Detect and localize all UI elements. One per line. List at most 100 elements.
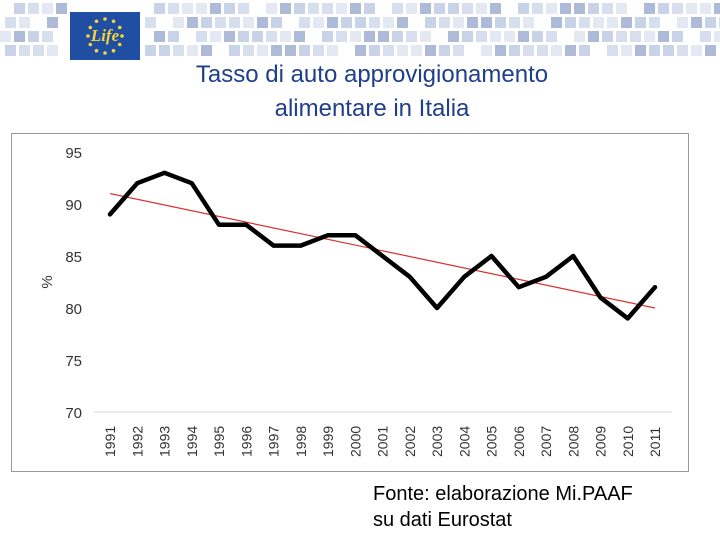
banner-tile xyxy=(621,45,632,56)
eu-star xyxy=(111,19,116,24)
data-point xyxy=(435,306,439,310)
x-tick-label: 2006 xyxy=(511,426,527,457)
trend-line xyxy=(109,193,656,309)
title-line-2: alimentare in Italia xyxy=(274,95,470,122)
banner-tile xyxy=(280,31,291,42)
banner-tile xyxy=(28,31,39,42)
banner-tile xyxy=(658,31,669,42)
data-point xyxy=(381,254,384,258)
data-point xyxy=(326,233,330,237)
banner-tile xyxy=(47,17,58,28)
banner-tile xyxy=(383,45,394,56)
banner-tile xyxy=(411,45,422,56)
x-tick-label: 1991 xyxy=(102,426,118,457)
banner-tile xyxy=(495,45,506,56)
banner-tile xyxy=(327,17,338,28)
y-tick-label: 95 xyxy=(65,145,82,162)
banner-tile xyxy=(341,17,352,28)
banner-tile xyxy=(523,45,534,56)
x-tick-label: 2010 xyxy=(620,426,636,457)
banner-tile xyxy=(168,3,179,14)
banner-tile xyxy=(476,31,487,42)
banner-tile xyxy=(238,31,249,42)
banner-tile xyxy=(266,3,277,14)
banner-tile xyxy=(607,45,618,56)
banner-tile xyxy=(168,31,179,42)
data-point xyxy=(135,181,139,185)
banner-tile xyxy=(481,17,492,28)
y-tick-label: 90 xyxy=(65,197,82,214)
banner-tile xyxy=(579,45,590,56)
banner-mosaic xyxy=(0,3,720,56)
banner-tile xyxy=(355,17,366,28)
banner-tile xyxy=(537,45,548,56)
banner-tile xyxy=(551,45,562,56)
x-tick-label: 1993 xyxy=(157,426,173,457)
x-tick-label: 2001 xyxy=(375,426,391,457)
data-point xyxy=(299,244,303,248)
data-point xyxy=(599,296,602,300)
banner-tile xyxy=(714,3,720,14)
banner-tile xyxy=(19,45,30,56)
eu-star xyxy=(86,34,90,38)
banner-tile xyxy=(434,3,445,14)
banner-tile xyxy=(700,3,711,14)
page-title: Tasso di auto approvigionamento alimenta… xyxy=(80,58,664,126)
banner-tile xyxy=(518,3,529,14)
y-tick-label: 70 xyxy=(65,405,82,422)
data-point xyxy=(190,181,194,185)
banner-tile xyxy=(448,31,459,42)
banner-tile xyxy=(602,31,613,42)
banner-tile xyxy=(453,17,464,28)
x-tick-label: 2000 xyxy=(347,426,363,457)
data-point xyxy=(353,233,357,237)
banner-tile xyxy=(635,45,646,56)
banner-tile xyxy=(201,17,212,28)
x-tick-label: 1995 xyxy=(211,426,227,457)
banner-tile xyxy=(686,3,697,14)
banner-tile xyxy=(439,17,450,28)
x-tick-label: 2008 xyxy=(565,426,581,457)
data-point xyxy=(163,171,166,175)
banner-tile xyxy=(490,3,501,14)
data-point xyxy=(571,254,575,258)
banner-tile xyxy=(476,3,487,14)
x-tick-label: 1992 xyxy=(129,426,145,457)
banner-tile xyxy=(229,17,240,28)
banner-tile xyxy=(322,3,333,14)
banner-tile xyxy=(714,31,720,42)
banner-tile xyxy=(266,31,277,42)
banner-tile xyxy=(453,45,464,56)
banner-tile xyxy=(630,31,641,42)
data-point xyxy=(462,275,466,279)
banner-tile xyxy=(397,17,408,28)
banner-tile xyxy=(5,45,16,56)
chart-frame: 95 90 85 80 75 70% 1991 1992 1993 1994 1995 1996 199… xyxy=(11,133,689,472)
y-axis-label: % xyxy=(39,275,56,288)
banner-tile xyxy=(350,3,361,14)
x-tick-label: 1996 xyxy=(238,426,254,457)
banner-tile xyxy=(14,3,25,14)
y-tick-label: 80 xyxy=(65,301,82,318)
banner-tile xyxy=(33,45,44,56)
banner-tile xyxy=(523,17,534,28)
banner-tile xyxy=(420,3,431,14)
banner-tile xyxy=(392,3,403,14)
data-point xyxy=(653,285,657,289)
data-point xyxy=(544,275,548,279)
banner-tile xyxy=(490,31,501,42)
banner-tile xyxy=(280,3,291,14)
x-tick-label: 2003 xyxy=(429,426,445,457)
banner-tile xyxy=(14,31,25,42)
banner-tile xyxy=(243,17,254,28)
line-chart: 95 90 85 80 75 70% 1991 1992 1993 1994 1995 1996 199… xyxy=(39,145,672,457)
banner-tile xyxy=(448,3,459,14)
data-point xyxy=(217,223,221,227)
banner-tile xyxy=(649,17,660,28)
x-tick-label: 2004 xyxy=(456,426,472,457)
banner-tile xyxy=(369,17,380,28)
banner-tile xyxy=(257,45,268,56)
y-tick-label: 75 xyxy=(65,353,82,370)
data-point xyxy=(408,275,412,279)
banner-tile xyxy=(327,45,338,56)
